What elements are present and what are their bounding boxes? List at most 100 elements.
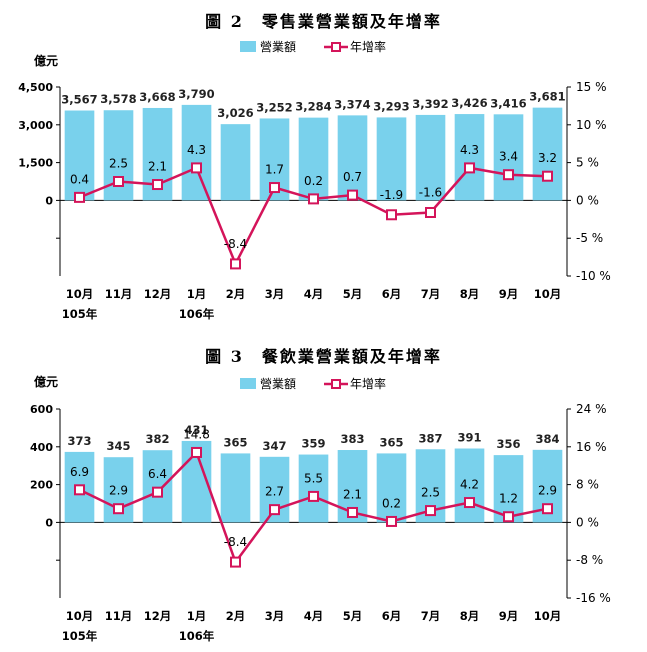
x-tick-label: 6月 bbox=[382, 287, 402, 301]
growth-value-label: -8.4 bbox=[224, 535, 247, 549]
bar bbox=[493, 455, 524, 523]
x-tick-label: 8月 bbox=[460, 287, 480, 301]
bar-value-label: 3,416 bbox=[490, 96, 526, 110]
right-tick-label: -10 % bbox=[576, 269, 611, 283]
right-tick-label: 15 % bbox=[576, 80, 607, 94]
left-tick-label: 4,500 bbox=[18, 81, 53, 94]
bar bbox=[532, 107, 563, 201]
left-tick-label: 600 bbox=[30, 403, 53, 416]
bar bbox=[454, 114, 485, 201]
x-tick-label: 3月 bbox=[265, 287, 285, 301]
growth-value-label: -8.4 bbox=[224, 237, 247, 251]
bar bbox=[454, 448, 485, 523]
x-tick-label: 1月 bbox=[187, 609, 207, 623]
growth-value-label: 3.4 bbox=[499, 150, 518, 164]
bar-value-label: 347 bbox=[262, 439, 286, 453]
bar-value-label: 3,026 bbox=[217, 106, 253, 120]
growth-value-label: 2.5 bbox=[109, 157, 128, 171]
growth-value-label: 1.7 bbox=[265, 163, 284, 177]
legend-label: 營業額 bbox=[260, 377, 296, 391]
legend-swatch-bar bbox=[240, 41, 256, 52]
growth-value-label: 0.2 bbox=[304, 174, 323, 188]
growth-marker bbox=[347, 506, 358, 518]
bar bbox=[298, 117, 329, 201]
growth-value-label: 3.2 bbox=[538, 151, 557, 165]
x-tick-label: 12月 bbox=[144, 287, 172, 301]
growth-value-label: 6.9 bbox=[70, 465, 89, 479]
bar-value-label: 356 bbox=[496, 437, 520, 451]
legend-label: 年增率 bbox=[350, 376, 386, 391]
y-axis-unit-label: 億元 bbox=[34, 53, 58, 68]
growth-marker bbox=[464, 497, 475, 509]
growth-marker bbox=[542, 170, 553, 182]
growth-value-label: 6.4 bbox=[148, 467, 167, 481]
bar-value-label: 387 bbox=[418, 431, 442, 445]
growth-marker bbox=[542, 503, 553, 515]
left-tick-label: 0 bbox=[45, 516, 53, 529]
right-tick-label: 0 % bbox=[576, 515, 599, 529]
bar-value-label: 3,374 bbox=[334, 97, 370, 111]
left-tick-label: 0 bbox=[45, 194, 53, 207]
bar-value-label: 3,578 bbox=[100, 92, 136, 106]
bar-value-label: 384 bbox=[535, 432, 559, 446]
growth-marker bbox=[503, 169, 514, 181]
bar-value-label: 3,681 bbox=[529, 90, 565, 104]
bar bbox=[337, 115, 368, 201]
right-tick-label: 24 % bbox=[576, 402, 607, 416]
growth-marker bbox=[152, 179, 163, 191]
bar-value-label: 3,284 bbox=[295, 100, 331, 114]
x-tick-label: 12月 bbox=[144, 609, 172, 623]
growth-marker bbox=[230, 556, 241, 568]
bar bbox=[493, 114, 524, 201]
bar-value-label: 3,668 bbox=[139, 90, 175, 104]
legend-label: 年增率 bbox=[350, 39, 386, 54]
bar bbox=[220, 453, 251, 523]
growth-value-label: 2.5 bbox=[421, 486, 440, 500]
right-tick-label: 8 % bbox=[576, 478, 599, 492]
growth-value-label: 0.4 bbox=[70, 172, 89, 186]
growth-value-label: 2.9 bbox=[109, 484, 128, 498]
growth-value-label: 1.2 bbox=[499, 492, 518, 506]
growth-marker bbox=[347, 189, 358, 201]
left-tick-label: 3,000 bbox=[18, 119, 53, 132]
bar-value-label: 3,790 bbox=[178, 87, 214, 101]
growth-marker bbox=[113, 503, 124, 515]
x-tick-label: 2月 bbox=[226, 609, 246, 623]
bar-value-label: 373 bbox=[67, 434, 91, 448]
bar bbox=[220, 124, 251, 201]
x-year-label: 106年 bbox=[179, 629, 215, 643]
x-tick-label: 10月 bbox=[66, 609, 94, 623]
x-tick-label: 11月 bbox=[105, 609, 133, 623]
right-tick-label: -5 % bbox=[576, 231, 603, 245]
x-year-label: 105年 bbox=[62, 307, 98, 321]
bar-value-label: 383 bbox=[340, 432, 364, 446]
growth-marker bbox=[191, 162, 202, 174]
bar-value-label: 382 bbox=[145, 432, 169, 446]
growth-marker bbox=[386, 515, 397, 527]
right-tick-label: 5 % bbox=[576, 156, 599, 170]
chart-title: 圖 3 餐飲業營業額及年增率 bbox=[205, 347, 442, 366]
bar bbox=[298, 454, 329, 523]
growth-marker bbox=[425, 505, 436, 517]
growth-marker bbox=[308, 490, 319, 502]
bar-value-label: 3,293 bbox=[373, 99, 409, 113]
x-tick-label: 8月 bbox=[460, 609, 480, 623]
growth-value-label: 0.7 bbox=[343, 170, 362, 184]
x-tick-label: 6月 bbox=[382, 609, 402, 623]
x-tick-label: 11月 bbox=[105, 287, 133, 301]
right-tick-label: 16 % bbox=[576, 440, 607, 454]
bar-value-label: 3,567 bbox=[61, 93, 97, 107]
growth-marker bbox=[74, 191, 85, 203]
growth-marker bbox=[230, 258, 241, 270]
x-tick-label: 4月 bbox=[304, 609, 324, 623]
growth-marker bbox=[425, 206, 436, 218]
bar-value-label: 3,392 bbox=[412, 97, 448, 111]
growth-marker bbox=[269, 504, 280, 516]
x-tick-label: 10月 bbox=[66, 287, 94, 301]
growth-marker bbox=[152, 486, 163, 498]
x-year-label: 106年 bbox=[179, 307, 215, 321]
growth-marker bbox=[113, 176, 124, 187]
bar bbox=[181, 104, 212, 201]
growth-value-label: 5.5 bbox=[304, 471, 323, 485]
y-axis-unit-label: 億元 bbox=[34, 374, 58, 389]
